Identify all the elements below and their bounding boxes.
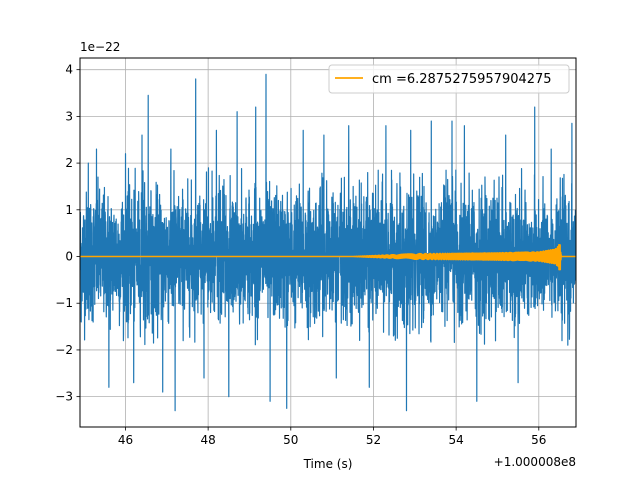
y-tick-label: −2 <box>55 343 73 357</box>
y-tick-label: 0 <box>65 250 73 264</box>
y-scale-text: 1e−22 <box>80 40 120 54</box>
axes-frame <box>79 57 577 428</box>
y-tick-label: 3 <box>65 109 73 123</box>
x-tick-label: 46 <box>118 433 133 447</box>
legend: cm =6.2875275957904275 <box>328 64 570 94</box>
y-tick-label: 4 <box>65 63 73 77</box>
y-tick-label: −3 <box>55 390 73 404</box>
x-tick-label: 52 <box>366 433 381 447</box>
template-chirp-line <box>80 244 576 271</box>
axis-ticks <box>76 69 540 431</box>
x-axis-label: Time (s) <box>303 457 353 471</box>
y-tick-label: 2 <box>65 156 73 170</box>
x-tick-label: 56 <box>531 433 546 447</box>
strain-noise-line <box>80 73 576 412</box>
y-tick-label: −1 <box>55 296 73 310</box>
legend-template-label: cm =6.2875275957904275 <box>372 72 552 87</box>
x-tick-label: 54 <box>448 433 463 447</box>
x-tick-label: 50 <box>283 433 298 447</box>
legend-box <box>328 64 570 94</box>
x-offset-text: +1.000008e8 <box>494 455 576 469</box>
plot-area <box>80 73 576 412</box>
x-tick-label: 48 <box>200 433 215 447</box>
y-tick-label: 1 <box>65 203 73 217</box>
